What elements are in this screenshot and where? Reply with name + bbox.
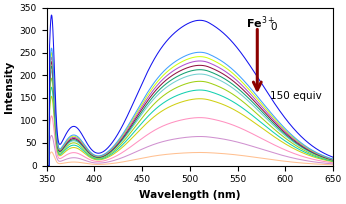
X-axis label: Wavelength (nm): Wavelength (nm) [139,190,241,200]
Text: 0: 0 [270,22,277,32]
Text: 150 equiv: 150 equiv [270,91,322,101]
Text: Fe$^{3+}$: Fe$^{3+}$ [246,14,275,31]
Y-axis label: Intensity: Intensity [4,61,14,113]
